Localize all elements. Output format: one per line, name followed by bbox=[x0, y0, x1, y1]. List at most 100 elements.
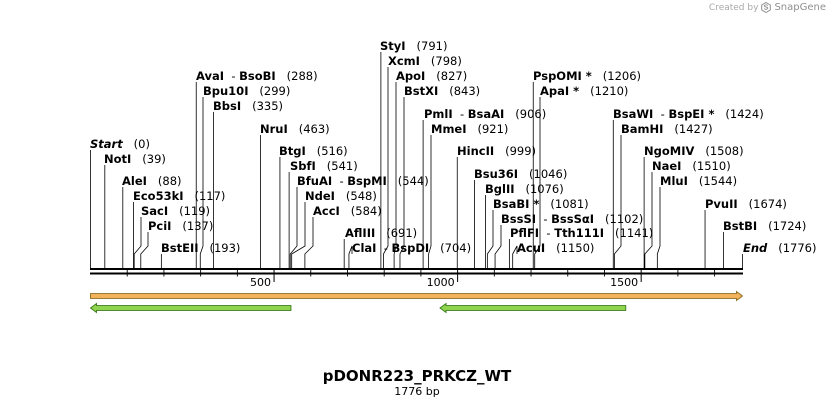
site-label-bpu10i[interactable]: Bpu10I (299) bbox=[203, 84, 290, 98]
tick-label: 500 bbox=[250, 276, 271, 289]
site-label-hincii[interactable]: HincII (999) bbox=[457, 144, 536, 158]
site-line-pcii bbox=[140, 232, 149, 268]
site-position: (0) bbox=[123, 137, 150, 151]
features-track bbox=[89, 290, 744, 314]
site-name-separator: - bbox=[376, 241, 391, 255]
site-line-apai bbox=[534, 97, 541, 268]
site-label-ngomiv[interactable]: NgoMIV (1508) bbox=[644, 144, 744, 158]
site-label-apai[interactable]: ApaI * (1210) bbox=[540, 84, 628, 98]
site-label-ava-bsobi[interactable]: AvaI - BsoBI (288) bbox=[196, 69, 318, 83]
site-label-clai-bspdi[interactable]: ClaI - BspDI (704) bbox=[352, 241, 471, 255]
site-name: Bsu36I bbox=[474, 167, 518, 181]
site-label-mmei[interactable]: MmeI (921) bbox=[431, 122, 508, 136]
site-name: MluI bbox=[660, 174, 688, 188]
site-label-bsteii[interactable]: BstEII (193) bbox=[161, 241, 240, 255]
site-line-bsabi bbox=[486, 210, 494, 268]
site-position: (1076) bbox=[515, 182, 564, 196]
site-name: BsaWI bbox=[613, 107, 653, 121]
site-label-mlui[interactable]: MluI (1544) bbox=[660, 174, 737, 188]
site-label-pspomi[interactable]: PspOMI * (1206) bbox=[533, 69, 641, 83]
backbone-line-bottom bbox=[90, 272, 743, 275]
site-label-btgi[interactable]: BtgI (516) bbox=[279, 144, 348, 158]
site-name-2: BspMI bbox=[347, 174, 387, 188]
site-label-pvuii[interactable]: PvuII (1674) bbox=[705, 197, 787, 211]
site-name: BglII bbox=[485, 182, 515, 196]
site-label-pcii[interactable]: PciI (137) bbox=[148, 219, 213, 233]
site-label-apoi[interactable]: ApoI (827) bbox=[396, 69, 467, 83]
site-line-mmei bbox=[428, 135, 432, 268]
site-label-ndei[interactable]: NdeI (548) bbox=[305, 189, 377, 203]
site-label-bsssi-bsssai[interactable]: BssSI - BssSαI (1102) bbox=[501, 212, 643, 226]
site-position: (1081) bbox=[539, 197, 588, 211]
site-name-2: Tth111I bbox=[554, 226, 604, 240]
site-position: (691) bbox=[375, 226, 417, 240]
site-label-acui[interactable]: AcuI (1150) bbox=[517, 241, 594, 255]
site-position: (1206) bbox=[592, 69, 641, 83]
site-position: (921) bbox=[467, 122, 509, 136]
site-label-pmli-bsaai[interactable]: PmlI - BsaAI (906) bbox=[424, 107, 546, 121]
site-name: AvaI bbox=[196, 69, 224, 83]
green-feature-left[interactable] bbox=[89, 302, 292, 314]
site-label-end[interactable]: End (1776) bbox=[743, 241, 817, 255]
site-name: AccI bbox=[313, 204, 340, 218]
site-name: ClaI bbox=[352, 241, 376, 255]
site-position: (1210) bbox=[579, 84, 628, 98]
site-label-saci[interactable]: SacI (119) bbox=[141, 204, 210, 218]
site-label-naei[interactable]: NaeI (1510) bbox=[652, 159, 731, 173]
site-name: AcuI bbox=[517, 241, 545, 255]
site-label-bglii[interactable]: BglII (1076) bbox=[485, 182, 564, 196]
site-position: (1046) bbox=[518, 167, 567, 181]
site-label-bstbi[interactable]: BstBI (1724) bbox=[723, 219, 806, 233]
site-position: (544) bbox=[387, 174, 429, 188]
site-position: (335) bbox=[241, 99, 283, 113]
site-position: (843) bbox=[438, 84, 480, 98]
site-line-mlui bbox=[656, 187, 661, 268]
backbone-line-top bbox=[90, 268, 743, 270]
site-position: (999) bbox=[494, 144, 536, 158]
site-name-2: BsaAI bbox=[468, 107, 505, 121]
site-position: (1424) bbox=[714, 107, 763, 121]
site-name: BstXI bbox=[404, 84, 438, 98]
site-label-start[interactable]: Start (0) bbox=[90, 137, 150, 151]
site-label-nrui[interactable]: NruI (463) bbox=[260, 122, 330, 136]
site-name: SacI bbox=[141, 204, 168, 218]
site-name: Eco53kI bbox=[133, 189, 184, 203]
site-label-pflfi-tth111i[interactable]: PflFI - Tth111I (1141) bbox=[510, 226, 653, 240]
site-line-bfuai-bspmi bbox=[289, 187, 298, 268]
site-label-bsawi-bspei[interactable]: BsaWI - BspEI * (1424) bbox=[613, 107, 764, 121]
site-name: StyI bbox=[380, 39, 406, 53]
site-label-bbsi[interactable]: BbsI (335) bbox=[213, 99, 283, 113]
site-position: (39) bbox=[131, 152, 166, 166]
site-label-sbfi[interactable]: SbfI (541) bbox=[290, 159, 358, 173]
site-label-alei[interactable]: AleI (88) bbox=[122, 174, 182, 188]
site-line-xcmi bbox=[383, 67, 389, 268]
orange-feature[interactable] bbox=[90, 290, 744, 302]
site-label-bamhi[interactable]: BamHI (1427) bbox=[621, 122, 713, 136]
site-position: (288) bbox=[276, 69, 318, 83]
green-feature-right[interactable] bbox=[439, 302, 627, 314]
site-label-aflii[interactable]: AflIII (691) bbox=[345, 226, 417, 240]
site-name-separator: - bbox=[332, 174, 347, 188]
tick-label: 1500 bbox=[610, 276, 638, 289]
site-label-eco53ki[interactable]: Eco53kI (117) bbox=[133, 189, 225, 203]
site-line-bamhi bbox=[613, 135, 622, 268]
site-label-xcmi[interactable]: XcmI (798) bbox=[388, 54, 462, 68]
site-label-bfuai-bspmi[interactable]: BfuAI - BspMI (544) bbox=[297, 174, 429, 188]
site-label-acci[interactable]: AccI (584) bbox=[313, 204, 382, 218]
snapgene-logo-icon bbox=[761, 2, 772, 13]
site-line-clai-bspdi bbox=[348, 245, 353, 268]
site-name: SbfI bbox=[290, 159, 316, 173]
site-name: NgoMIV bbox=[644, 144, 694, 158]
site-position: (119) bbox=[168, 204, 210, 218]
site-label-styi[interactable]: StyI (791) bbox=[380, 39, 447, 53]
site-label-bsabi[interactable]: BsaBI * (1081) bbox=[493, 197, 589, 211]
site-label-noti[interactable]: NotI (39) bbox=[104, 152, 166, 166]
site-position: (548) bbox=[335, 189, 377, 203]
site-name: AflIII bbox=[345, 226, 375, 240]
ruler-ticks: 500 1000 1500 bbox=[126, 270, 716, 289]
site-label-bsu36i[interactable]: Bsu36I (1046) bbox=[474, 167, 567, 181]
sequence-backbone bbox=[90, 268, 743, 275]
site-position: (117) bbox=[184, 189, 226, 203]
site-position: (463) bbox=[288, 122, 330, 136]
site-label-bstxi[interactable]: BstXI (843) bbox=[404, 84, 480, 98]
